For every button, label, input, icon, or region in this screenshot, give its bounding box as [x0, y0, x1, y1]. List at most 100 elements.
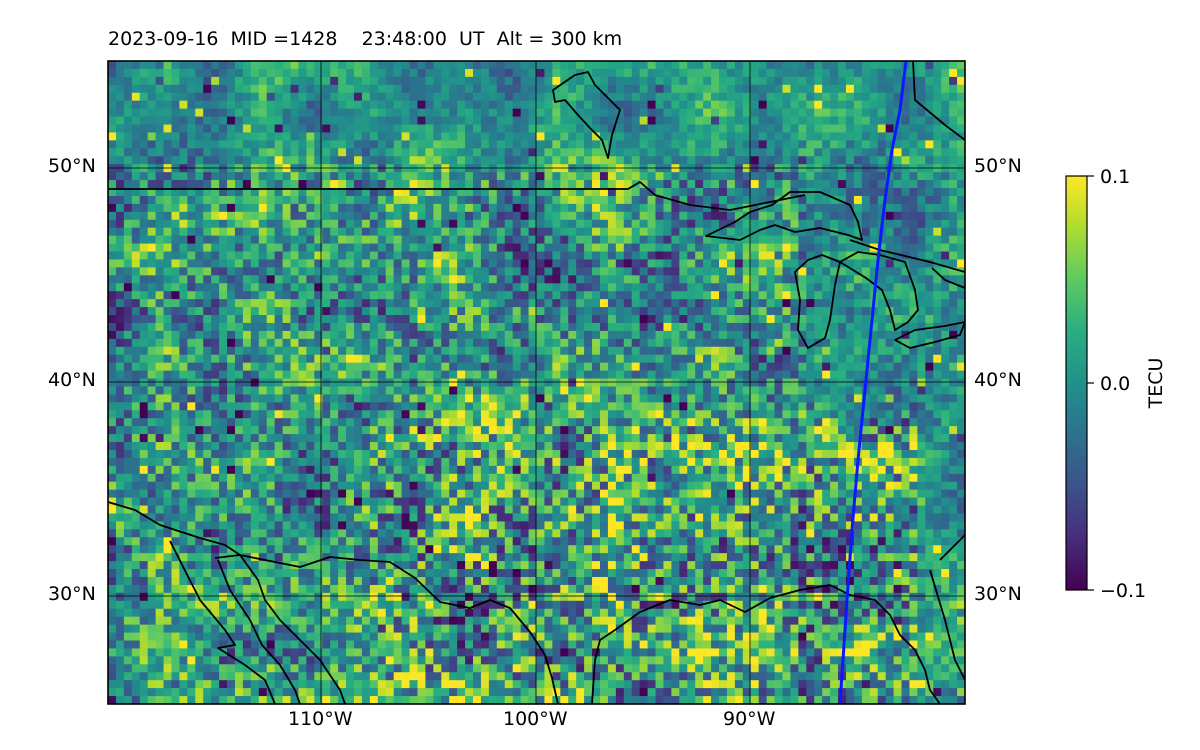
tec-cell — [877, 203, 887, 213]
tec-cell — [234, 338, 244, 348]
tec-cell — [957, 92, 965, 102]
tec-cell — [885, 124, 895, 134]
tec-cell — [290, 426, 300, 435]
tec-cell — [496, 203, 506, 213]
tec-cell — [814, 227, 823, 237]
tec-cell — [901, 275, 911, 284]
tec-cell — [171, 402, 181, 411]
tec-cell — [560, 188, 569, 197]
tec-cell — [750, 235, 760, 245]
tec-cell — [782, 61, 792, 70]
tec-cell — [719, 378, 728, 388]
tec-cell — [742, 243, 752, 253]
tec-cell — [480, 172, 490, 181]
tec-cell — [187, 172, 196, 181]
tec-cell — [219, 299, 228, 308]
tec-cell — [282, 227, 292, 237]
tec-cell — [242, 267, 252, 276]
tec-cell — [599, 195, 609, 205]
tec-cell — [179, 156, 188, 165]
tec-cell — [377, 76, 387, 86]
tec-cell — [655, 330, 665, 340]
tec-cell — [393, 243, 403, 253]
tec-cell — [266, 124, 276, 134]
tec-cell — [314, 219, 323, 229]
tec-cell — [457, 354, 466, 364]
tec-cell — [417, 100, 427, 110]
tec-cell — [536, 211, 546, 221]
tec-cell — [671, 188, 680, 197]
tec-cell — [798, 402, 807, 411]
tec-cell — [155, 418, 165, 427]
tec-cell — [353, 195, 363, 205]
tec-cell — [346, 76, 355, 86]
tec-cell — [227, 124, 236, 134]
tec-cell — [584, 346, 593, 356]
tec-cell — [711, 386, 720, 396]
tec-cell — [711, 410, 720, 419]
tec-cell — [457, 219, 466, 229]
tec-cell — [639, 203, 649, 213]
tec-cell — [115, 283, 125, 292]
tec-cell — [822, 76, 831, 86]
tec-cell — [909, 227, 918, 237]
tec-cell — [893, 227, 903, 237]
tec-cell — [266, 378, 276, 388]
tec-cell — [520, 307, 530, 316]
tec-cell — [163, 410, 173, 419]
tec-cell — [711, 370, 720, 380]
tec-cell — [536, 378, 546, 388]
tec-cell — [631, 148, 641, 157]
tec-cell — [179, 386, 188, 396]
tec-cell — [123, 275, 133, 284]
tec-cell — [377, 243, 387, 253]
tec-cell — [227, 92, 236, 102]
tec-cell — [750, 370, 760, 380]
tec-cell — [607, 211, 617, 221]
tec-cell — [798, 195, 807, 205]
tec-cell — [592, 267, 601, 276]
tec-cell — [885, 203, 895, 213]
tec-cell — [306, 330, 315, 340]
tec-cell — [203, 410, 212, 419]
tec-cell — [647, 394, 657, 403]
tec-cell — [227, 164, 236, 173]
tec-cell — [274, 211, 284, 221]
tec-cell — [234, 203, 244, 213]
tec-cell — [139, 322, 149, 332]
tec-cell — [663, 330, 672, 340]
tec-cell — [131, 243, 141, 253]
tec-cell — [155, 100, 165, 110]
tec-cell — [203, 354, 212, 364]
tec-cell — [227, 219, 236, 229]
tec-cell — [576, 156, 585, 165]
tec-cell — [639, 410, 649, 419]
tec-cell — [496, 299, 506, 308]
tec-cell — [576, 100, 585, 110]
tec-cell — [266, 195, 276, 205]
tec-cell — [663, 100, 672, 110]
tec-cell — [536, 132, 546, 141]
tec-cell — [671, 322, 680, 332]
tec-cell — [687, 76, 696, 86]
tec-cell — [528, 259, 538, 268]
tec-cell — [108, 275, 117, 284]
tec-cell — [615, 227, 625, 237]
tec-cell — [750, 219, 760, 229]
tec-cell — [917, 211, 926, 221]
tec-cell — [734, 251, 744, 261]
tec-cell — [814, 243, 823, 253]
tec-cell — [758, 378, 768, 388]
tec-cell — [917, 164, 926, 173]
tec-cell — [647, 219, 657, 229]
tec-cell — [560, 100, 569, 110]
tec-cell — [155, 227, 165, 237]
tec-cell — [941, 68, 950, 78]
tec-cell — [139, 235, 149, 245]
tec-cell — [830, 307, 839, 316]
tec-cell — [703, 188, 712, 197]
tec-cell — [726, 132, 736, 141]
tec-cell — [568, 346, 577, 356]
tec-cell — [536, 195, 546, 205]
tec-cell — [520, 61, 530, 70]
